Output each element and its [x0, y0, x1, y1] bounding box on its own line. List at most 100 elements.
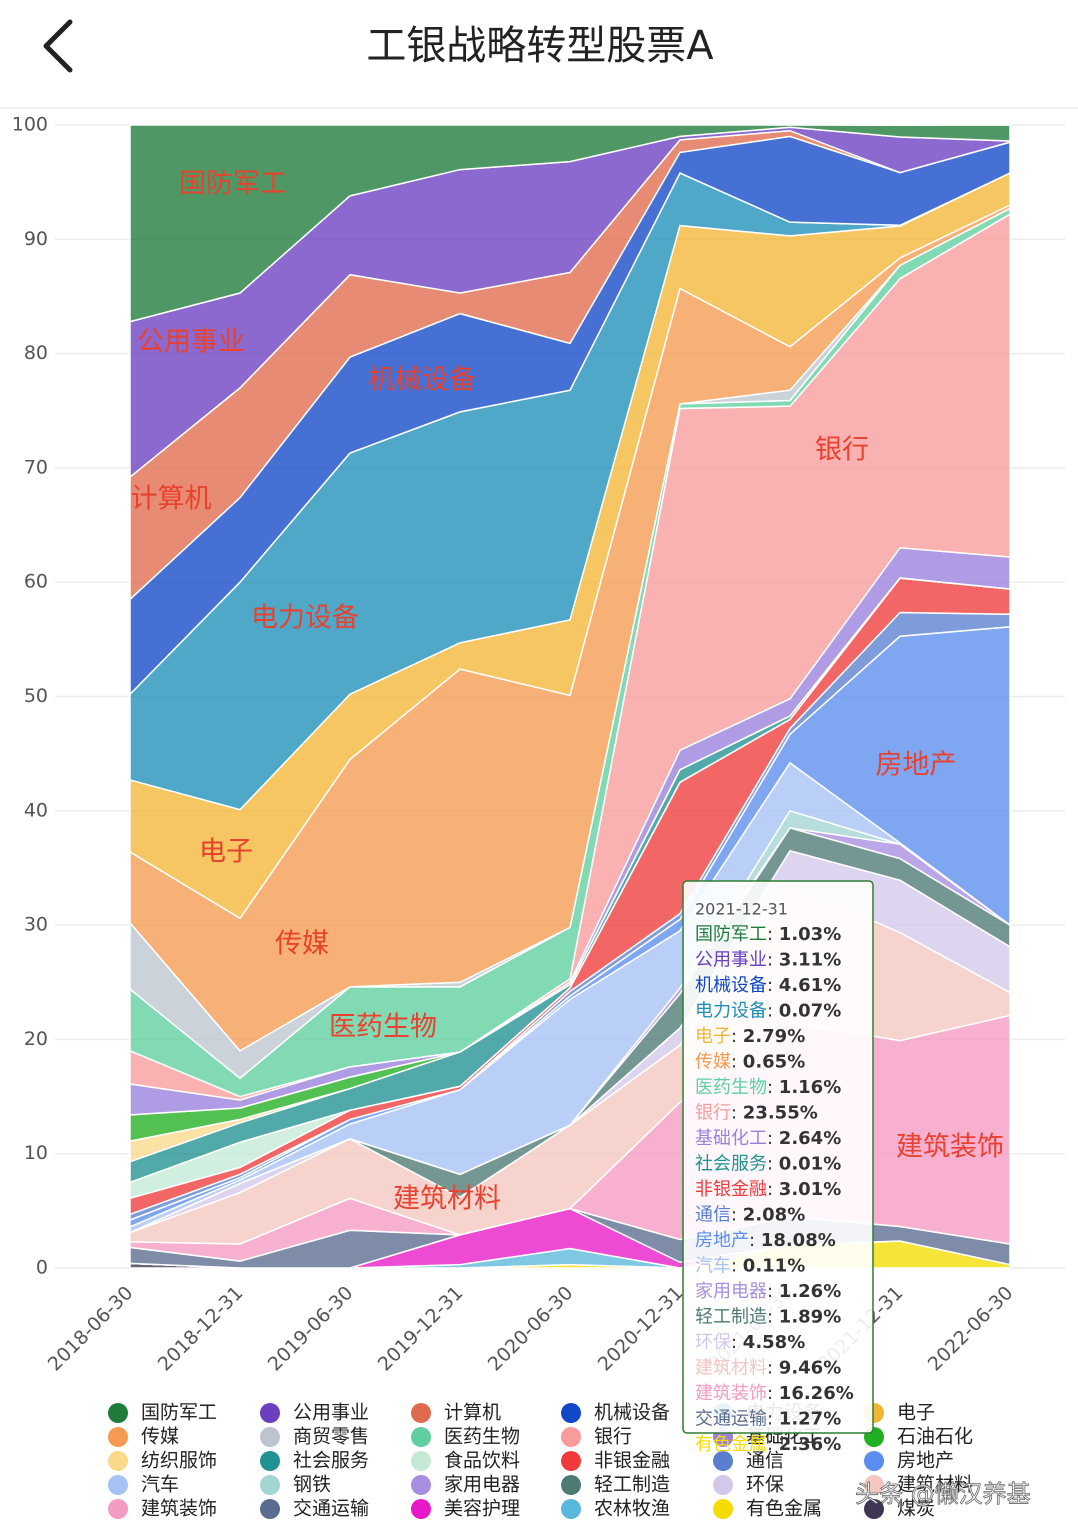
legend-label: 国防军工 [141, 1402, 217, 1424]
legend-label: 建筑材料 [897, 1474, 973, 1496]
tooltip-value: 3.11% [779, 950, 841, 971]
tooltip-name: 有色金属 [695, 1434, 767, 1455]
plot-area: 0 10 20 30 40 50 60 70 80 90 100 2018-06-30 2018-12-… [12, 114, 1065, 1376]
tooltip-separator: : [731, 1026, 743, 1047]
legend-label: 非银金融 [594, 1450, 670, 1472]
tooltip-separator: : [767, 975, 779, 996]
legend-swatch [561, 1451, 581, 1471]
area-label: 公用事业 [137, 327, 245, 358]
area-label: 建筑材料 [393, 1184, 501, 1215]
legend-label: 建筑装饰 [141, 1498, 217, 1520]
legend-label: 轻工制造 [594, 1474, 670, 1496]
y-tick-label: 70 [24, 456, 48, 478]
tooltip-name: 公用事业 [695, 950, 767, 971]
tooltip-row: 非银金融: 3.01% [695, 1179, 841, 1200]
tooltip-value: 3.01% [779, 1179, 841, 1200]
legend-label: 银行 [594, 1426, 632, 1448]
tooltip-value: 1.03% [779, 924, 841, 945]
legend-label: 美容护理 [444, 1498, 520, 1520]
legend-label: 计算机 [444, 1402, 501, 1424]
legend-swatch [713, 1451, 733, 1471]
tooltip-separator: : [767, 1001, 779, 1022]
legend-label: 社会服务 [293, 1450, 369, 1472]
tooltip-row: 建筑材料: 9.46% [695, 1358, 841, 1379]
legend-swatch [260, 1499, 280, 1519]
legend-label: 公用事业 [293, 1402, 369, 1424]
legend-swatch [411, 1499, 431, 1519]
legend-swatch [260, 1427, 280, 1447]
area-label: 电力设备 [251, 603, 359, 634]
tooltip-separator: : [767, 1128, 779, 1149]
tooltip-separator: : [731, 1205, 743, 1226]
tooltip-row: 房地产: 18.08% [695, 1230, 836, 1251]
tooltip-name: 家用电器 [695, 1281, 767, 1302]
legend-label: 商贸零售 [293, 1426, 369, 1448]
tooltip-value: 0.01% [779, 1154, 841, 1175]
legend-label: 食品饮料 [444, 1450, 520, 1472]
tooltip-separator: : [731, 1052, 743, 1073]
legend-swatch [713, 1499, 733, 1519]
tooltip-value: 0.07% [779, 1001, 841, 1022]
area-label: 国防军工 [179, 169, 287, 200]
x-tick-label: 2020-06-30 [484, 1282, 578, 1376]
legend-label: 机械设备 [594, 1402, 670, 1424]
area-label: 房地产 [876, 750, 957, 781]
legend-label: 房地产 [897, 1450, 954, 1472]
tooltip-name: 医药生物 [695, 1077, 767, 1098]
tooltip-box [682, 880, 874, 1434]
tooltip-separator: : [767, 1179, 779, 1200]
tooltip-name: 建筑装饰 [695, 1383, 767, 1404]
area-label: 医药生物 [329, 1012, 437, 1043]
tooltip-value: 4.61% [779, 975, 841, 996]
tooltip-value: 4.58% [743, 1332, 805, 1353]
area-label: 建筑装饰 [896, 1132, 1004, 1163]
legend-swatch [260, 1475, 280, 1495]
tooltip-separator: : [767, 1409, 779, 1430]
watermark: 头条 @懒汉养基 [855, 1480, 1031, 1508]
tooltip-separator: : [767, 1383, 779, 1404]
tooltip-separator: : [731, 1103, 743, 1124]
x-tick-label: 2019-12-31 [374, 1282, 468, 1376]
legend-swatch [864, 1475, 884, 1495]
tooltip-row: 基础化工: 2.64% [695, 1128, 841, 1149]
legend-swatch [108, 1475, 128, 1495]
tooltip-row: 家用电器: 1.26% [695, 1281, 841, 1302]
legend-swatch [713, 1475, 733, 1495]
legend-swatch [260, 1403, 280, 1423]
legend-swatch [864, 1451, 884, 1471]
tooltip-value: 1.27% [779, 1409, 841, 1430]
legend-swatch [864, 1499, 884, 1519]
area-label: 传媒 [275, 929, 329, 960]
tooltip-row: 交通运输: 1.27% [695, 1409, 841, 1430]
legend-swatch [108, 1499, 128, 1519]
tooltip-name: 轻工制造 [695, 1307, 767, 1328]
x-tick-label: 2019-06-30 [264, 1282, 358, 1376]
tooltip-name: 电力设备 [695, 1001, 767, 1022]
legend-label: 纺织服饰 [141, 1450, 217, 1472]
tooltip-separator: : [749, 1230, 761, 1251]
legend-label: 通信 [746, 1450, 784, 1472]
legend-swatch [561, 1403, 581, 1423]
tooltip-name: 通信 [695, 1205, 731, 1226]
tooltip-row: 机械设备: 4.61% [695, 975, 841, 996]
tooltip-value: 18.08% [761, 1230, 836, 1251]
legend-label: 石油石化 [897, 1426, 973, 1448]
tooltip-value: 2.64% [779, 1128, 841, 1149]
tooltip-value: 9.46% [779, 1358, 841, 1379]
tooltip-separator: : [767, 1358, 779, 1379]
x-tick-label: 2022-06-30 [924, 1282, 1018, 1376]
tooltip-separator: : [767, 1154, 779, 1175]
legend-label: 钢铁 [293, 1474, 331, 1496]
legend-label: 农林牧渔 [594, 1498, 670, 1520]
tooltip-separator: : [767, 924, 779, 945]
tooltip-row: 电力设备: 0.07% [695, 1001, 841, 1022]
tooltip-separator: : [731, 1256, 743, 1277]
back-button[interactable] [43, 19, 73, 73]
tooltip-name: 非银金融 [695, 1179, 767, 1200]
tooltip-value: 2.36% [779, 1434, 841, 1455]
tooltip-row: 医药生物: 1.16% [695, 1077, 841, 1098]
y-tick-label: 30 [24, 914, 48, 936]
tooltip-row: 电子: 2.79% [695, 1026, 805, 1047]
tooltip-value: 1.26% [779, 1281, 841, 1302]
